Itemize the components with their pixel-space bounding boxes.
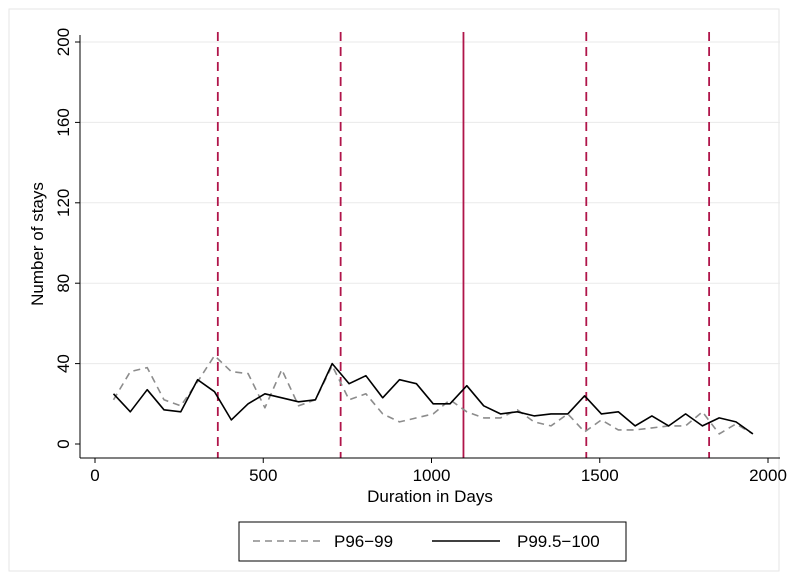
y-tick-label: 120	[54, 189, 73, 217]
legend: P96−99 P99.5−100	[238, 521, 627, 562]
y-tick-label: 80	[54, 274, 73, 293]
x-tick-label: 1500	[581, 466, 619, 485]
y-tick-label: 160	[54, 108, 73, 136]
legend-label: P96−99	[334, 532, 393, 551]
x-tick-label: 0	[90, 466, 99, 485]
y-tick-label: 200	[54, 28, 73, 56]
legend-label: P99.5−100	[517, 532, 600, 551]
x-tick-label: 500	[249, 466, 277, 485]
reference-lines	[216, 32, 711, 458]
y-tick-label: 40	[54, 354, 73, 373]
data-series	[112, 354, 754, 435]
series-line	[112, 362, 754, 435]
x-tick-label: 2000	[749, 466, 787, 485]
y-axis-title: Number of stays	[28, 182, 47, 306]
series-line	[112, 354, 754, 435]
x-axis-title: Duration in Days	[367, 487, 493, 506]
chart-border	[8, 8, 780, 572]
x-tick-label: 1000	[413, 466, 451, 485]
y-tick-label: 0	[54, 439, 73, 448]
gridlines	[80, 41, 780, 365]
